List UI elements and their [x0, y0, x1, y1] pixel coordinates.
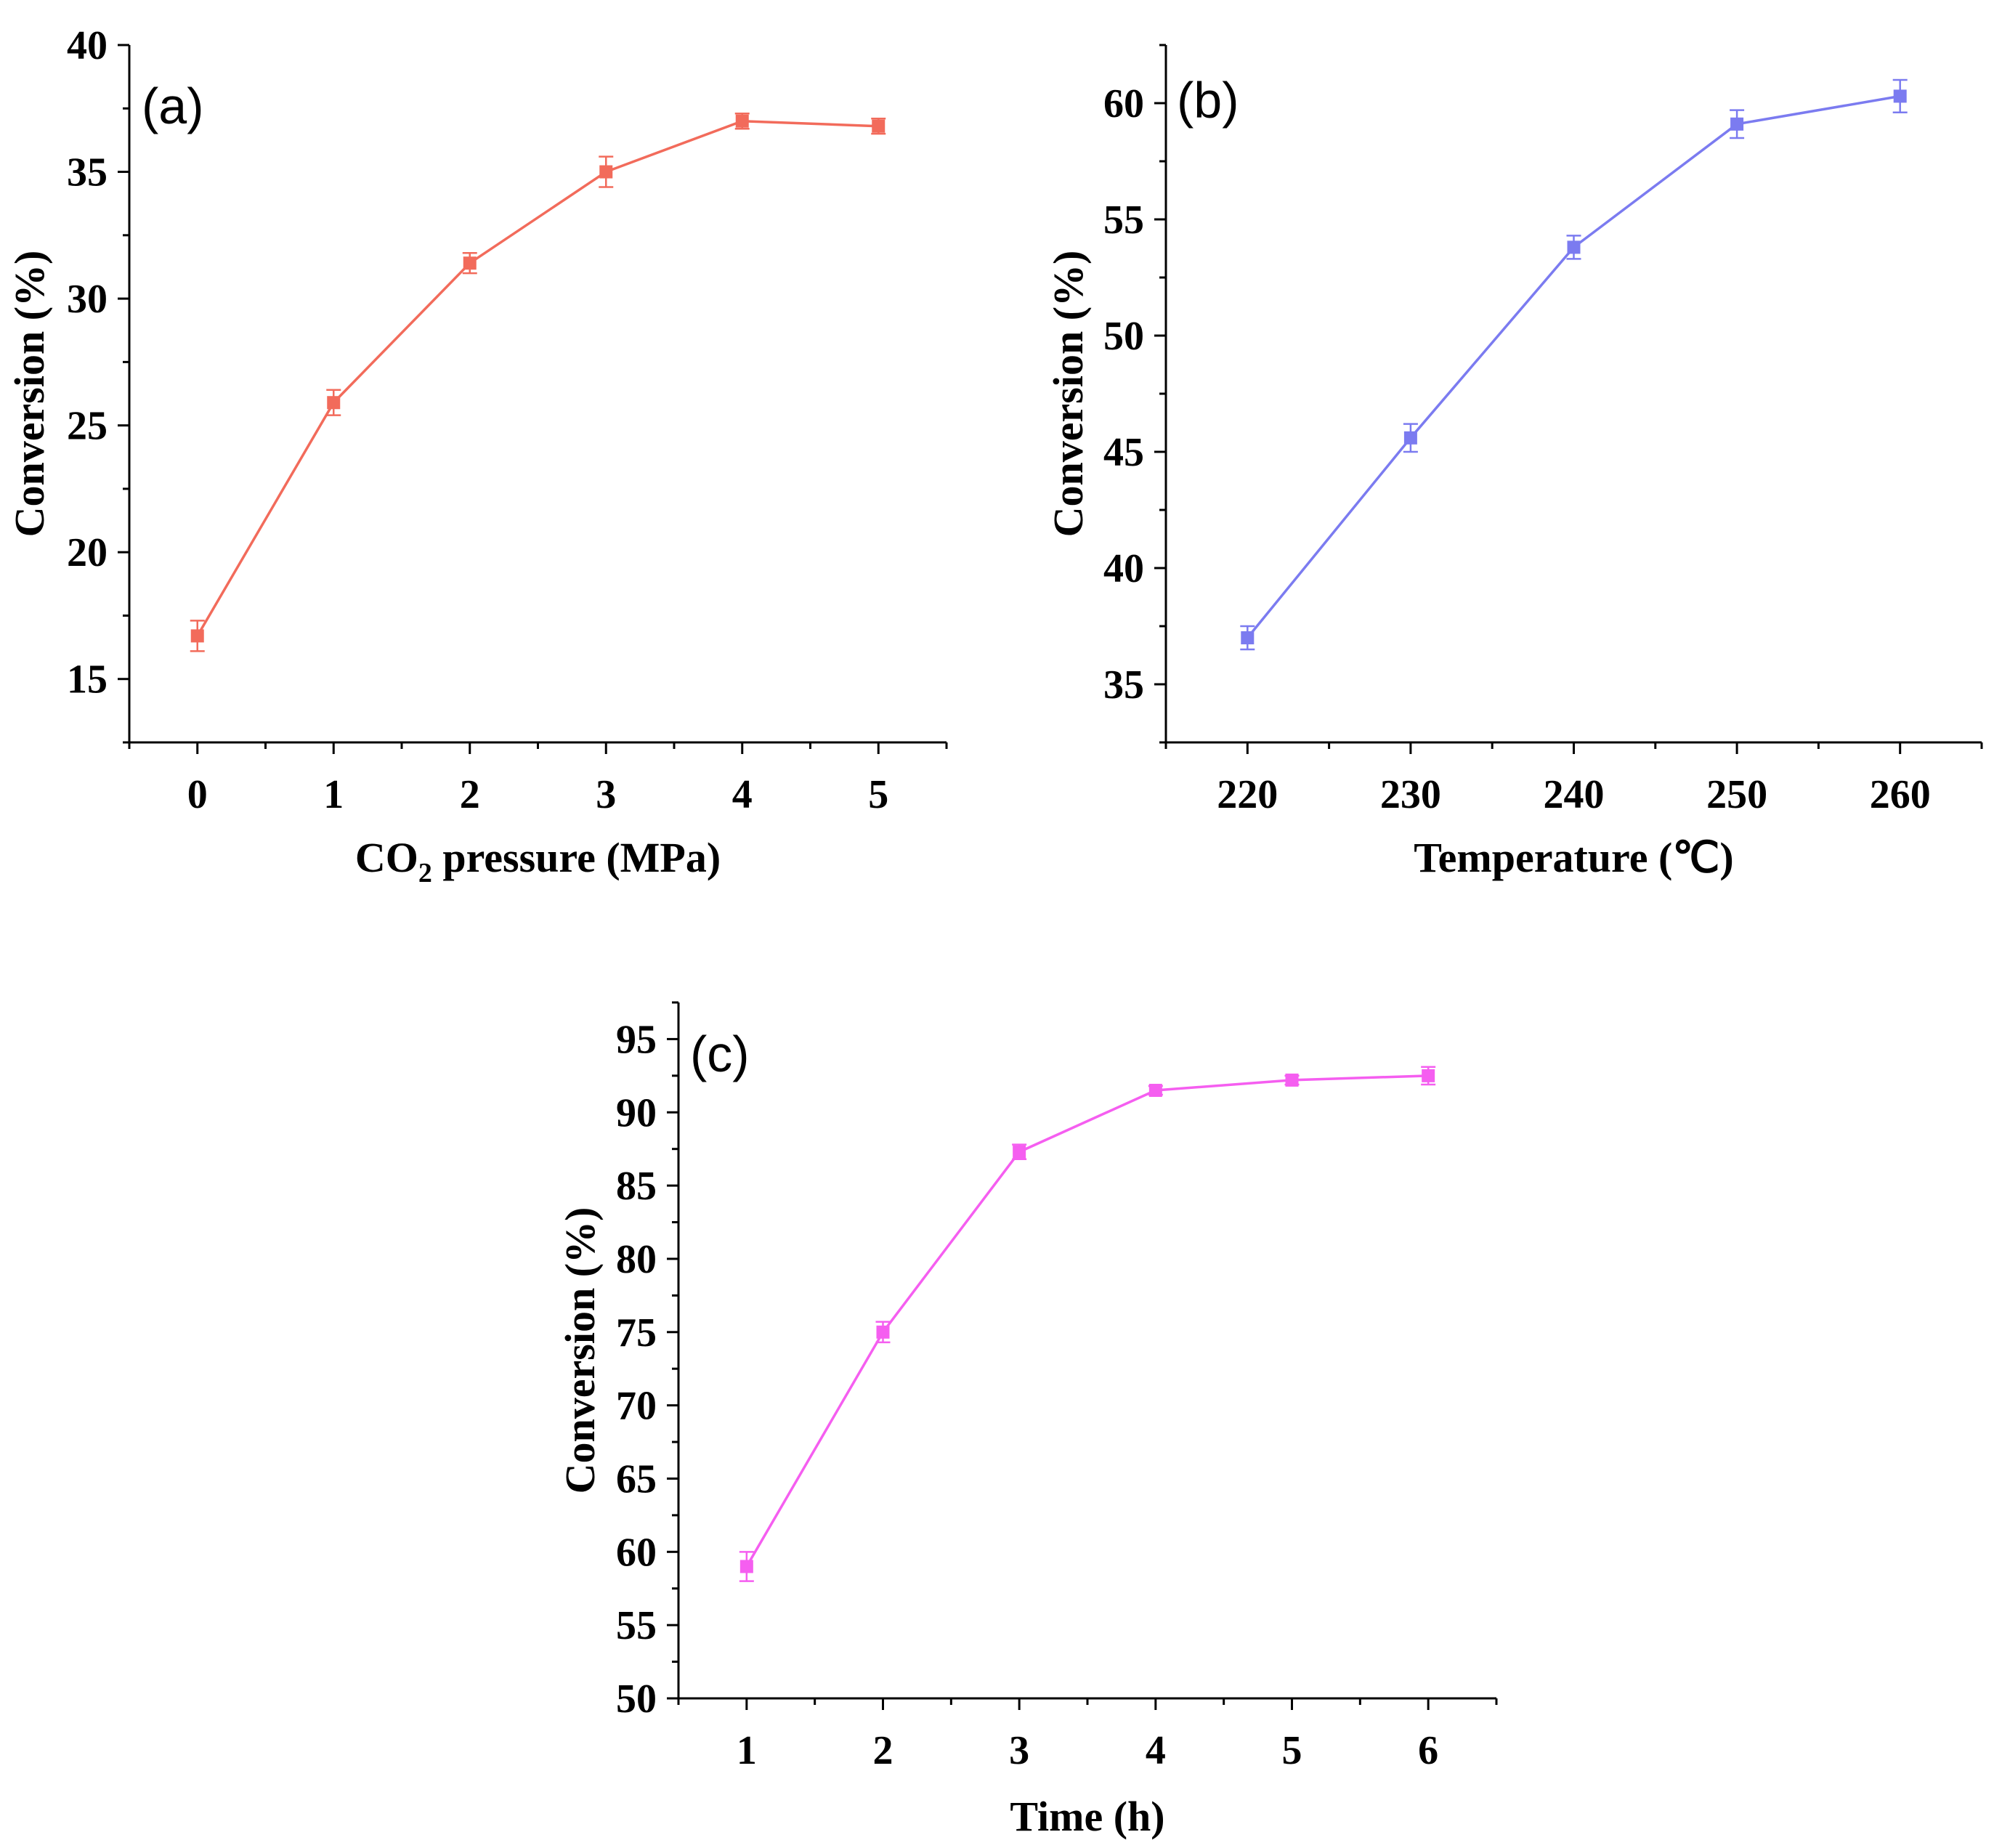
y-tick-label: 40	[67, 23, 108, 68]
x-tick-label: 6	[1418, 1728, 1438, 1773]
y-tick-label: 60	[1103, 81, 1144, 126]
x-tick-label: 230	[1380, 772, 1441, 817]
x-axis-title-part: CO	[355, 834, 418, 881]
data-point-marker	[327, 396, 341, 410]
x-tick-label: 220	[1217, 772, 1278, 817]
y-tick-label: 25	[67, 404, 108, 449]
x-tick-label: 5	[1282, 1728, 1302, 1773]
x-tick-label: 1	[737, 1728, 757, 1773]
chart-panel-2: 1 2 3 4 5 6 50 55 60 65 70 75 80 85 90 95 (c) Conversion …	[556, 1001, 1498, 1840]
y-tick-label: 85	[616, 1164, 657, 1209]
y-tick-label: 65	[616, 1456, 657, 1502]
x-tick-label: 5	[868, 772, 888, 817]
data-point-marker	[1285, 1073, 1299, 1087]
x-axis-title: Time (h)	[1010, 1793, 1164, 1840]
panel-label: (c)	[690, 1026, 750, 1082]
panel-label: (a)	[142, 78, 204, 134]
y-tick-label: 55	[616, 1603, 657, 1648]
y-tick-label: 50	[616, 1677, 657, 1722]
data-point-marker	[1013, 1145, 1026, 1159]
x-tick-label: 2	[873, 1728, 893, 1773]
series-line	[196, 119, 879, 637]
data-point-marker	[739, 1560, 753, 1573]
y-tick-label: 35	[67, 150, 108, 195]
data-point-marker	[876, 1325, 890, 1339]
y-axis-title: Conversion (%)	[1045, 251, 1092, 538]
panel-label: (b)	[1177, 72, 1239, 129]
data-point-marker	[872, 119, 885, 133]
y-tick-label: 60	[616, 1530, 657, 1575]
y-tick-label: 15	[67, 657, 108, 702]
x-axis-title: Temperature (℃)	[1414, 834, 1733, 881]
series-line	[1246, 94, 1900, 639]
y-tick-label: 45	[1103, 430, 1144, 475]
x-tick-label: 250	[1706, 772, 1767, 817]
x-tick-label: 260	[1870, 772, 1931, 817]
data-point-marker	[1403, 431, 1417, 445]
x-tick-label: 4	[732, 772, 753, 817]
y-tick-label: 75	[616, 1310, 657, 1355]
y-tick-label: 90	[616, 1090, 657, 1135]
x-axis-title: CO2 pressure (MPa)	[355, 834, 721, 888]
data-point-marker	[735, 114, 749, 128]
y-tick-label: 30	[67, 277, 108, 322]
data-point-marker	[1148, 1084, 1162, 1098]
chart-panel-1: 220 230 240 250 260 35 40 45 50 55 60 (b) Conversion…	[1045, 44, 1983, 881]
x-tick-label: 1	[323, 772, 344, 817]
y-tick-label: 20	[67, 530, 108, 575]
x-tick-label: 3	[596, 772, 616, 817]
x-axis-title-subscript: 2	[418, 858, 432, 888]
y-tick-label: 55	[1103, 198, 1144, 243]
y-axis-title: Conversion (%)	[6, 251, 53, 538]
series-line	[745, 1074, 1429, 1568]
data-point-marker	[1241, 631, 1255, 644]
x-tick-label: 2	[460, 772, 480, 817]
data-point-marker	[1567, 240, 1581, 254]
y-tick-label: 95	[616, 1017, 657, 1062]
data-point-marker	[599, 165, 613, 179]
x-tick-label: 3	[1009, 1728, 1029, 1773]
x-axis-title-part: pressure (MPa)	[432, 834, 721, 881]
x-tick-label: 0	[187, 772, 208, 817]
data-point-marker	[1730, 117, 1744, 131]
x-tick-label: 240	[1544, 772, 1605, 817]
x-tick-label: 4	[1146, 1728, 1166, 1773]
y-axis-title: Conversion (%)	[556, 1207, 604, 1494]
data-point-marker	[1893, 89, 1907, 103]
y-tick-label: 35	[1103, 662, 1144, 708]
y-tick-label: 50	[1103, 314, 1144, 359]
y-tick-label: 80	[616, 1237, 657, 1282]
y-tick-label: 70	[616, 1384, 657, 1429]
y-tick-label: 40	[1103, 546, 1144, 591]
data-point-marker	[1422, 1069, 1435, 1082]
data-point-marker	[190, 629, 204, 643]
data-point-marker	[463, 256, 477, 270]
